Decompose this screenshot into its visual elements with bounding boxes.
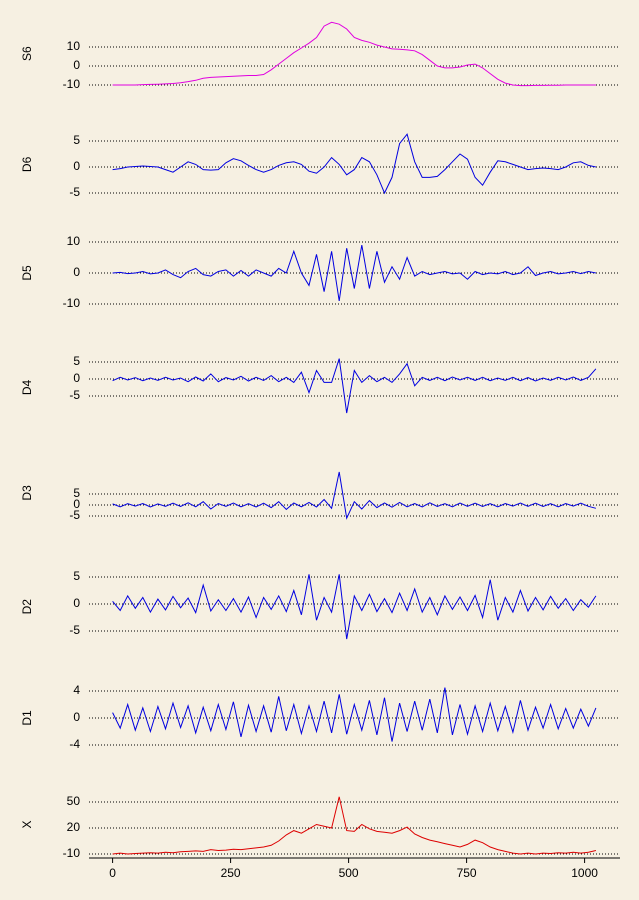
y-axis-label: X: [20, 820, 34, 828]
x-tick-label: 0: [109, 866, 116, 880]
series-line: [112, 687, 597, 742]
y-tick-label: -10: [63, 296, 81, 310]
x-tick-label: 1000: [571, 866, 598, 880]
series-line: [112, 574, 597, 640]
series-line: [112, 471, 597, 520]
y-tick-label: 0: [73, 596, 80, 610]
series-line: [112, 358, 597, 414]
y-axis-label: D1: [20, 710, 34, 726]
y-tick-label: -5: [69, 388, 80, 402]
y-tick-label: -5: [69, 508, 80, 522]
y-tick-label: 0: [73, 159, 80, 173]
y-tick-label: -10: [63, 846, 81, 860]
y-tick-label: 0: [73, 371, 80, 385]
y-tick-label: 0: [73, 265, 80, 279]
series-line: [112, 133, 597, 195]
y-tick-label: 0: [73, 710, 80, 724]
y-tick-label: 4: [73, 683, 80, 697]
y-tick-label: 10: [67, 234, 81, 248]
series-line: [112, 796, 597, 855]
y-tick-label: 10: [67, 39, 81, 53]
y-axis-label: D6: [20, 156, 34, 172]
y-tick-label: 50: [67, 794, 81, 808]
series-line: [112, 21, 596, 87]
y-axis-label: S6: [20, 46, 34, 61]
y-axis-label: D3: [20, 485, 34, 501]
y-axis-label: D4: [20, 380, 34, 396]
y-tick-label: 5: [73, 486, 80, 500]
y-tick-label: 5: [73, 133, 80, 147]
y-axis-label: D2: [20, 599, 34, 615]
x-tick-label: 500: [339, 866, 359, 880]
y-tick-label: 0: [73, 497, 80, 511]
y-tick-label: 0: [73, 58, 80, 72]
y-tick-label: 20: [67, 820, 81, 834]
y-axis-label: D5: [20, 265, 34, 281]
y-tick-label: -5: [69, 185, 80, 199]
y-tick-label: -5: [69, 623, 80, 637]
series-line: [112, 245, 596, 301]
y-tick-label: -10: [63, 77, 81, 91]
y-tick-label: 5: [73, 569, 80, 583]
y-tick-label: -4: [69, 737, 80, 751]
x-tick-label: 750: [457, 866, 477, 880]
x-tick-label: 250: [221, 866, 241, 880]
y-tick-label: 5: [73, 354, 80, 368]
